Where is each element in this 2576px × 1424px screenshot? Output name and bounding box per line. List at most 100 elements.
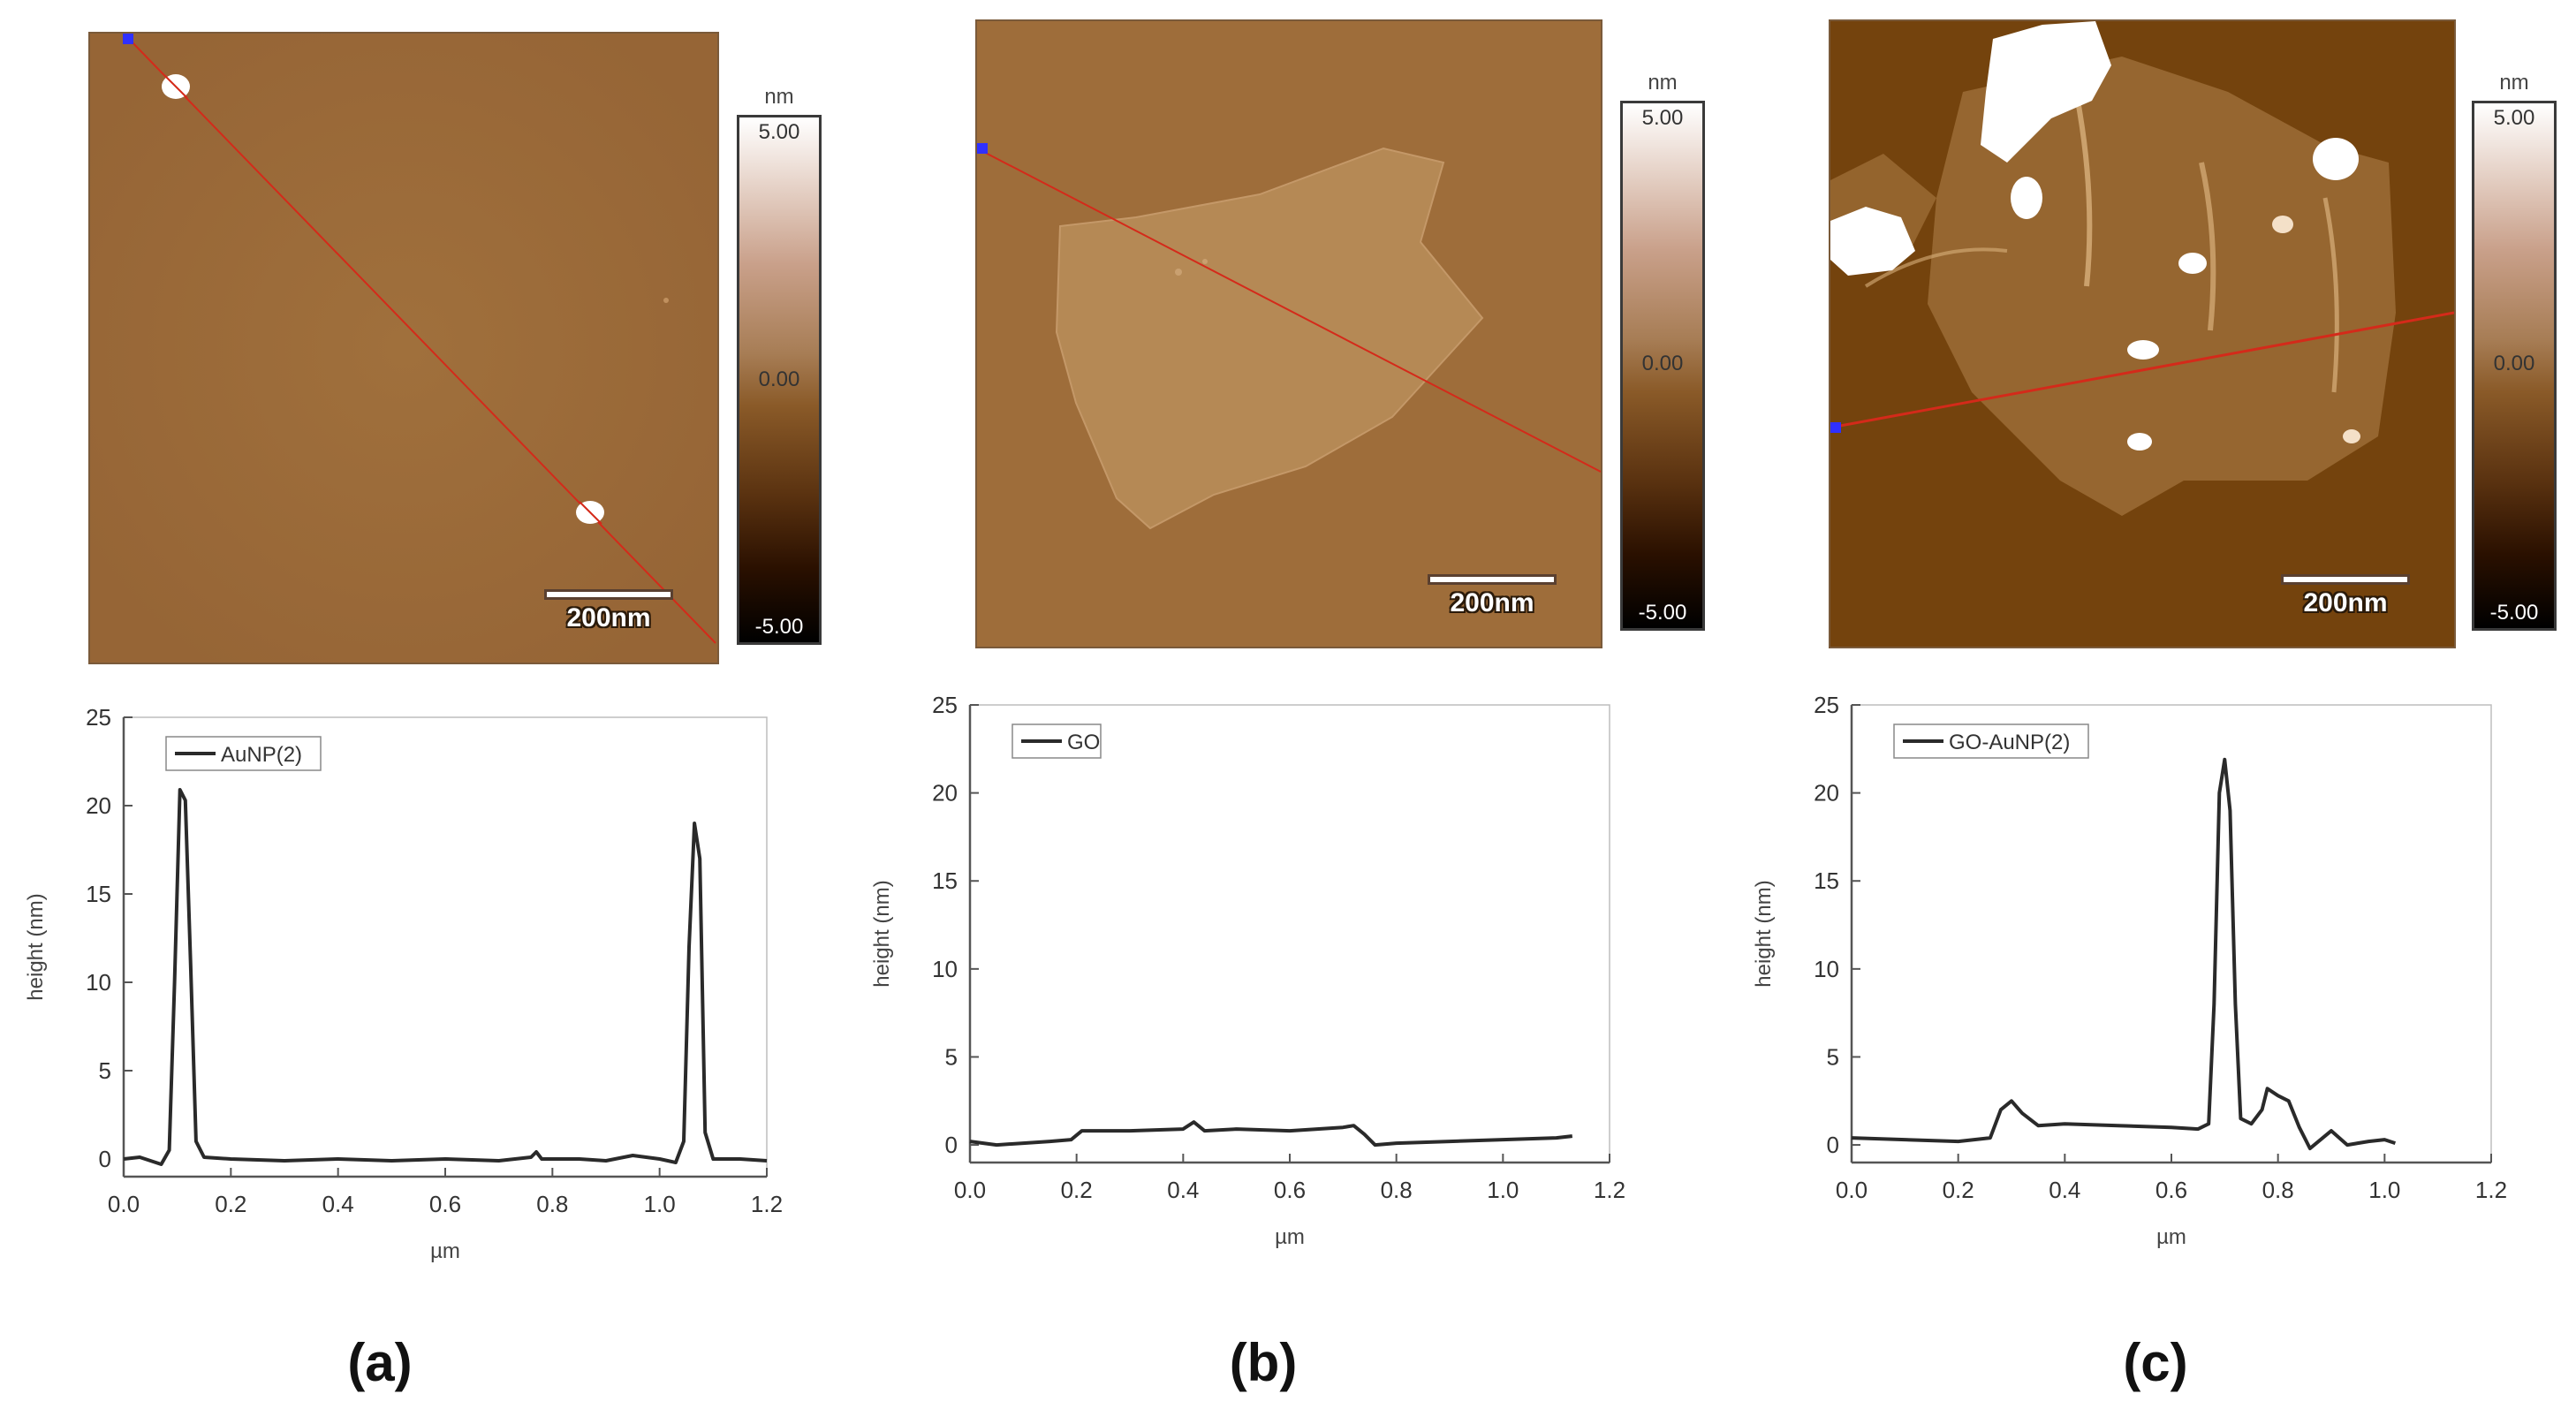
graphene-oxide-flake — [1055, 147, 1484, 530]
scale-bar-b: 200nm — [1428, 574, 1557, 627]
scale-bar-label: 200nm — [1450, 588, 1534, 617]
x-tick-label: 0.8 — [536, 1191, 568, 1217]
line-start-marker[interactable] — [1830, 422, 1841, 433]
profile-line — [1830, 311, 2454, 429]
x-tick-label: 1.0 — [644, 1191, 676, 1217]
y-tick-label: 0 — [1827, 1132, 1839, 1158]
x-tick-label: 0.6 — [2156, 1177, 2187, 1203]
graphene-oxide-flake — [1928, 57, 2396, 516]
nanoparticle — [2127, 340, 2159, 360]
line-start-marker[interactable] — [123, 34, 133, 44]
y-axis-label: height (nm) — [1752, 880, 1776, 987]
colorbar-max-c: 5.00 — [2493, 106, 2535, 130]
y-tick-label: 15 — [1814, 867, 1839, 894]
aunp-aggregate — [1830, 207, 1915, 276]
colorbar-a — [737, 115, 822, 645]
x-axis-label: µm — [2156, 1225, 2186, 1249]
plot-frame — [1851, 704, 2492, 1163]
x-tick-label: 0.2 — [1943, 1177, 1974, 1203]
line-start-marker[interactable] — [977, 143, 988, 154]
height-profile-chart-c: 0 5 10 15 20 25 0.0 0.2 0.4 0.6 0.8 1.0 1.2 µm height … — [1752, 692, 2507, 1249]
panel-label-b: (b) — [1229, 1333, 1298, 1392]
colorbar-mid-a: 0.00 — [758, 367, 800, 391]
panel-label-c: (c) — [2123, 1333, 2188, 1392]
colorbar-mid-b: 0.00 — [1641, 352, 1684, 375]
y-tick-label: 0 — [99, 1146, 111, 1172]
x-axis-label: µm — [430, 1239, 460, 1263]
y-tick-label: 20 — [1814, 780, 1839, 807]
x-tick-label: 0.2 — [1061, 1177, 1093, 1203]
legend-label: GO — [1067, 731, 1100, 754]
y-tick-label: 10 — [86, 969, 111, 996]
legend-label: GO-AuNP(2) — [1949, 731, 2070, 754]
x-tick-label: 1.2 — [751, 1191, 783, 1217]
afm-surface-a — [90, 34, 717, 663]
height-profile-b: 0 5 10 15 20 25 0.0 0.2 0.4 0.6 0.8 1.0 1.2 µm height … — [839, 689, 1678, 1290]
colorbar-min-a: -5.00 — [754, 615, 804, 639]
nanoparticle — [2178, 253, 2207, 274]
afm-image-c — [1829, 19, 2456, 648]
plot-frame — [969, 704, 1610, 1163]
y-tick-label: 10 — [1814, 956, 1839, 982]
y-axis-label: height (nm) — [24, 893, 48, 1000]
x-tick-label: 0.0 — [108, 1191, 140, 1217]
x-tick-label: 0.4 — [322, 1191, 354, 1217]
colorbar-b — [1620, 101, 1705, 631]
plot-frame — [123, 716, 768, 1178]
y-tick-label: 25 — [1814, 692, 1839, 718]
height-profile-a: 0 5 10 15 20 25 0.0 0.2 0.4 0.6 0.8 1.0 1.2 µm height … — [0, 689, 795, 1290]
series-line — [1851, 757, 2397, 1151]
x-tick-label: 1.0 — [1487, 1177, 1519, 1203]
afm-image-a — [88, 32, 719, 664]
nanoparticle — [2343, 429, 2360, 443]
x-tick-label: 0.4 — [1167, 1177, 1199, 1203]
x-tick-label: 0.6 — [429, 1191, 461, 1217]
height-profile-chart-b: 0 5 10 15 20 25 0.0 0.2 0.4 0.6 0.8 1.0 1.2 µm height … — [870, 692, 1625, 1249]
aunp-aggregate — [1981, 21, 2111, 163]
x-tick-label: 0.0 — [954, 1177, 986, 1203]
nanoparticle — [2313, 138, 2359, 180]
x-axis-label: µm — [1275, 1225, 1305, 1249]
y-tick-label: 5 — [945, 1043, 958, 1070]
height-profile-c: 0 5 10 15 20 25 0.0 0.2 0.4 0.6 0.8 1.0 1.2 µm height … — [1723, 689, 2562, 1290]
y-tick-label: 0 — [945, 1132, 958, 1158]
afm-image-b — [975, 19, 1602, 648]
x-tick-label: 1.2 — [2475, 1177, 2507, 1203]
afm-surface-b — [977, 21, 1601, 647]
y-tick-label: 15 — [932, 867, 958, 894]
x-tick-label: 0.2 — [215, 1191, 246, 1217]
scale-bar-label: 200nm — [566, 603, 651, 632]
x-tick-label: 0.0 — [1836, 1177, 1868, 1203]
y-tick-label: 20 — [932, 780, 958, 807]
panel-label-a: (a) — [347, 1333, 413, 1392]
scale-bar — [1428, 574, 1557, 585]
x-tick-label: 1.2 — [1594, 1177, 1625, 1203]
series-line — [123, 788, 768, 1166]
scale-bar-c: 200nm — [2281, 574, 2410, 627]
y-tick-label: 5 — [1827, 1043, 1839, 1070]
nanoparticle — [2127, 433, 2152, 451]
legend-label: AuNP(2) — [221, 743, 302, 767]
y-tick-label: 10 — [932, 956, 958, 982]
height-profile-chart-a: 0 5 10 15 20 25 0.0 0.2 0.4 0.6 0.8 1.0 1.2 µm height … — [24, 704, 783, 1263]
scale-bar — [544, 589, 673, 600]
colorbar-mid-c: 0.00 — [2493, 352, 2535, 375]
profile-line — [977, 148, 1601, 473]
x-tick-label: 0.4 — [2049, 1177, 2080, 1203]
x-tick-label: 0.8 — [1381, 1177, 1413, 1203]
x-tick-label: 1.0 — [2368, 1177, 2400, 1203]
colorbar-min-c: -5.00 — [2489, 601, 2539, 625]
series-line — [969, 1120, 1573, 1148]
x-tick-label: 0.8 — [2262, 1177, 2294, 1203]
colorbar-unit-c: nm — [2499, 71, 2529, 95]
nanoparticle — [2011, 177, 2042, 219]
colorbar-unit-b: nm — [1648, 71, 1678, 95]
colorbar-c — [2472, 101, 2557, 631]
y-tick-label: 5 — [99, 1057, 111, 1084]
colorbar-unit-a: nm — [764, 85, 794, 109]
colorbar-max-a: 5.00 — [758, 120, 800, 144]
y-tick-label: 25 — [86, 704, 111, 731]
y-tick-label: 20 — [86, 792, 111, 819]
scale-bar-label: 200nm — [2303, 588, 2388, 617]
colorbar-max-b: 5.00 — [1641, 106, 1684, 130]
